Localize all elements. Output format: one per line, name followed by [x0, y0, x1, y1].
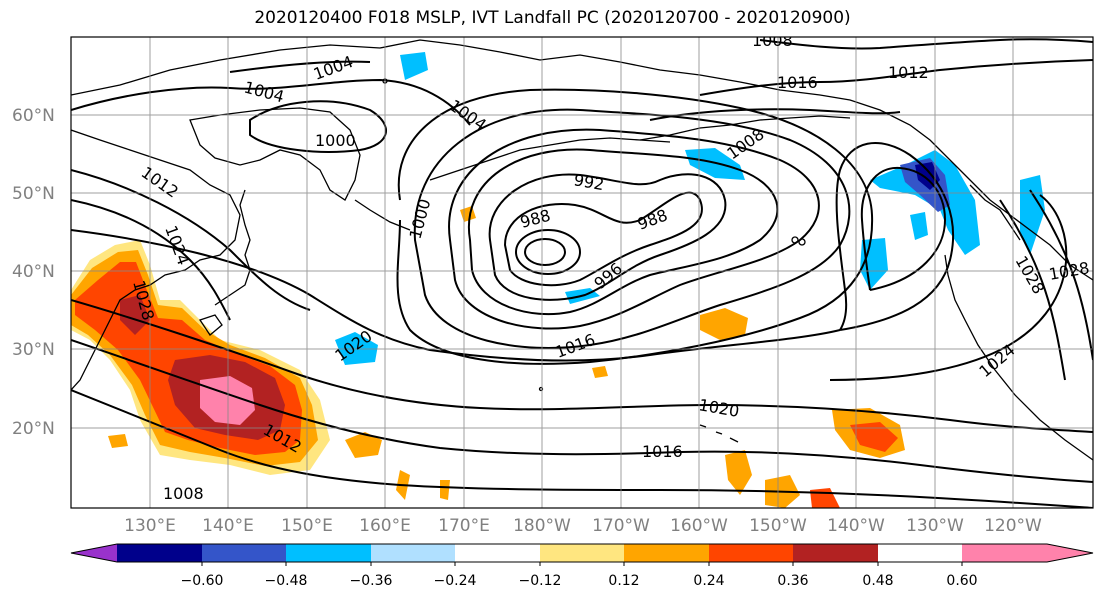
colorbar-tick: −0.24 [434, 573, 477, 589]
colorbar-tick: −0.60 [181, 573, 224, 589]
colorbar-tick: 0.60 [946, 573, 977, 589]
colorbar-tick: 0.36 [777, 573, 808, 589]
lat-lon-grid [71, 37, 1093, 508]
lon-label: 150°W [749, 516, 807, 536]
colorbar-tick: 0.48 [862, 573, 893, 589]
lon-label: 160°E [359, 516, 411, 536]
latitude-labels: 60°N 50°N 40°N 30°N 20°N [12, 106, 55, 439]
colorbar-segment [540, 544, 624, 562]
isobar-label: 1028 [1012, 253, 1049, 298]
colorbar-tick: 0.24 [693, 573, 724, 589]
lat-label: 30°N [12, 340, 55, 360]
isobar-label: 1004 [242, 78, 286, 107]
lon-label: 170°E [438, 516, 490, 536]
colorbar-segment [371, 544, 455, 562]
map-title: 2020120400 F018 MSLP, IVT Landfall PC (2… [254, 8, 851, 28]
isobar-label: 988 [635, 205, 670, 233]
colorbar-tick: −0.48 [265, 573, 308, 589]
longitude-labels: 130°E 140°E 150°E 160°E 170°E 180°W 170°… [124, 516, 1042, 536]
lat-label: 20°N [12, 419, 55, 439]
lon-label: 170°W [592, 516, 650, 536]
isobar-label: 1000 [406, 197, 435, 241]
isobar-label: 1016 [642, 442, 683, 461]
isobar-label: 1004 [311, 52, 356, 84]
lat-label: 50°N [12, 184, 55, 204]
lon-label: 180°W [513, 516, 571, 536]
isobar-label: 1008 [163, 484, 204, 503]
isobar-label: 1016 [553, 330, 598, 362]
colorbar-segment [455, 544, 540, 562]
isobar-label: 1028 [1047, 258, 1090, 284]
colorbar-tick: −0.12 [519, 573, 562, 589]
lon-label: 140°W [827, 516, 885, 536]
lon-label: 160°W [670, 516, 728, 536]
colorbar-segment [709, 544, 793, 562]
lon-label: 130°W [906, 516, 964, 536]
isobar-label: 988 [518, 206, 552, 232]
lat-label: 40°N [12, 262, 55, 282]
lon-label: 140°E [202, 516, 254, 536]
colorbar-segment [202, 544, 286, 562]
colorbar-segment [117, 544, 202, 562]
colorbar-tick: −0.36 [350, 573, 393, 589]
colorbar-tick: 0.12 [608, 573, 639, 589]
isobar-label: 1016 [777, 73, 818, 92]
isobar-label: 1012 [888, 63, 929, 82]
lon-label: 120°W [984, 516, 1042, 536]
isobar-label: 1008 [752, 31, 793, 50]
colorbar-extend-right [1047, 544, 1093, 562]
lon-label: 150°E [281, 516, 333, 536]
colorbar-extend-left [71, 544, 117, 562]
isobar-label: 1000 [315, 131, 356, 150]
colorbar-segment [286, 544, 371, 562]
lat-label: 60°N [12, 106, 55, 126]
isobar-label: 1020 [697, 395, 740, 421]
colorbar-segment [962, 544, 1047, 562]
colorbar-segment [624, 544, 709, 562]
colorbar-outline [70, 543, 1094, 563]
isobar-label: 992 [572, 170, 605, 194]
lon-label: 130°E [124, 516, 176, 536]
map-frame [70, 36, 1094, 509]
colorbar-ticks: −0.60 −0.48 −0.36 −0.24 −0.12 0.12 0.24 … [181, 573, 978, 589]
colorbar [70, 543, 1094, 566]
isobars [71, 38, 1093, 508]
isobar-label: 1024 [975, 340, 1018, 381]
colorbar-segment [793, 544, 878, 562]
